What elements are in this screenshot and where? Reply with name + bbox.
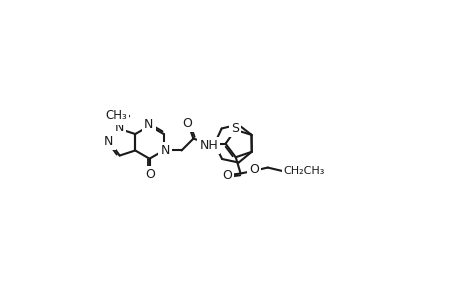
Text: N: N bbox=[115, 121, 124, 134]
Text: N: N bbox=[104, 135, 113, 148]
Text: N: N bbox=[144, 118, 153, 131]
Text: O: O bbox=[249, 163, 258, 176]
Text: NH: NH bbox=[199, 139, 218, 152]
Text: N: N bbox=[160, 144, 169, 157]
Text: CH₂CH₃: CH₂CH₃ bbox=[283, 166, 325, 176]
Text: O: O bbox=[221, 169, 231, 182]
Text: O: O bbox=[182, 117, 192, 130]
Text: CH₃: CH₃ bbox=[105, 110, 127, 122]
Text: O: O bbox=[146, 168, 155, 181]
Text: S: S bbox=[231, 122, 239, 135]
